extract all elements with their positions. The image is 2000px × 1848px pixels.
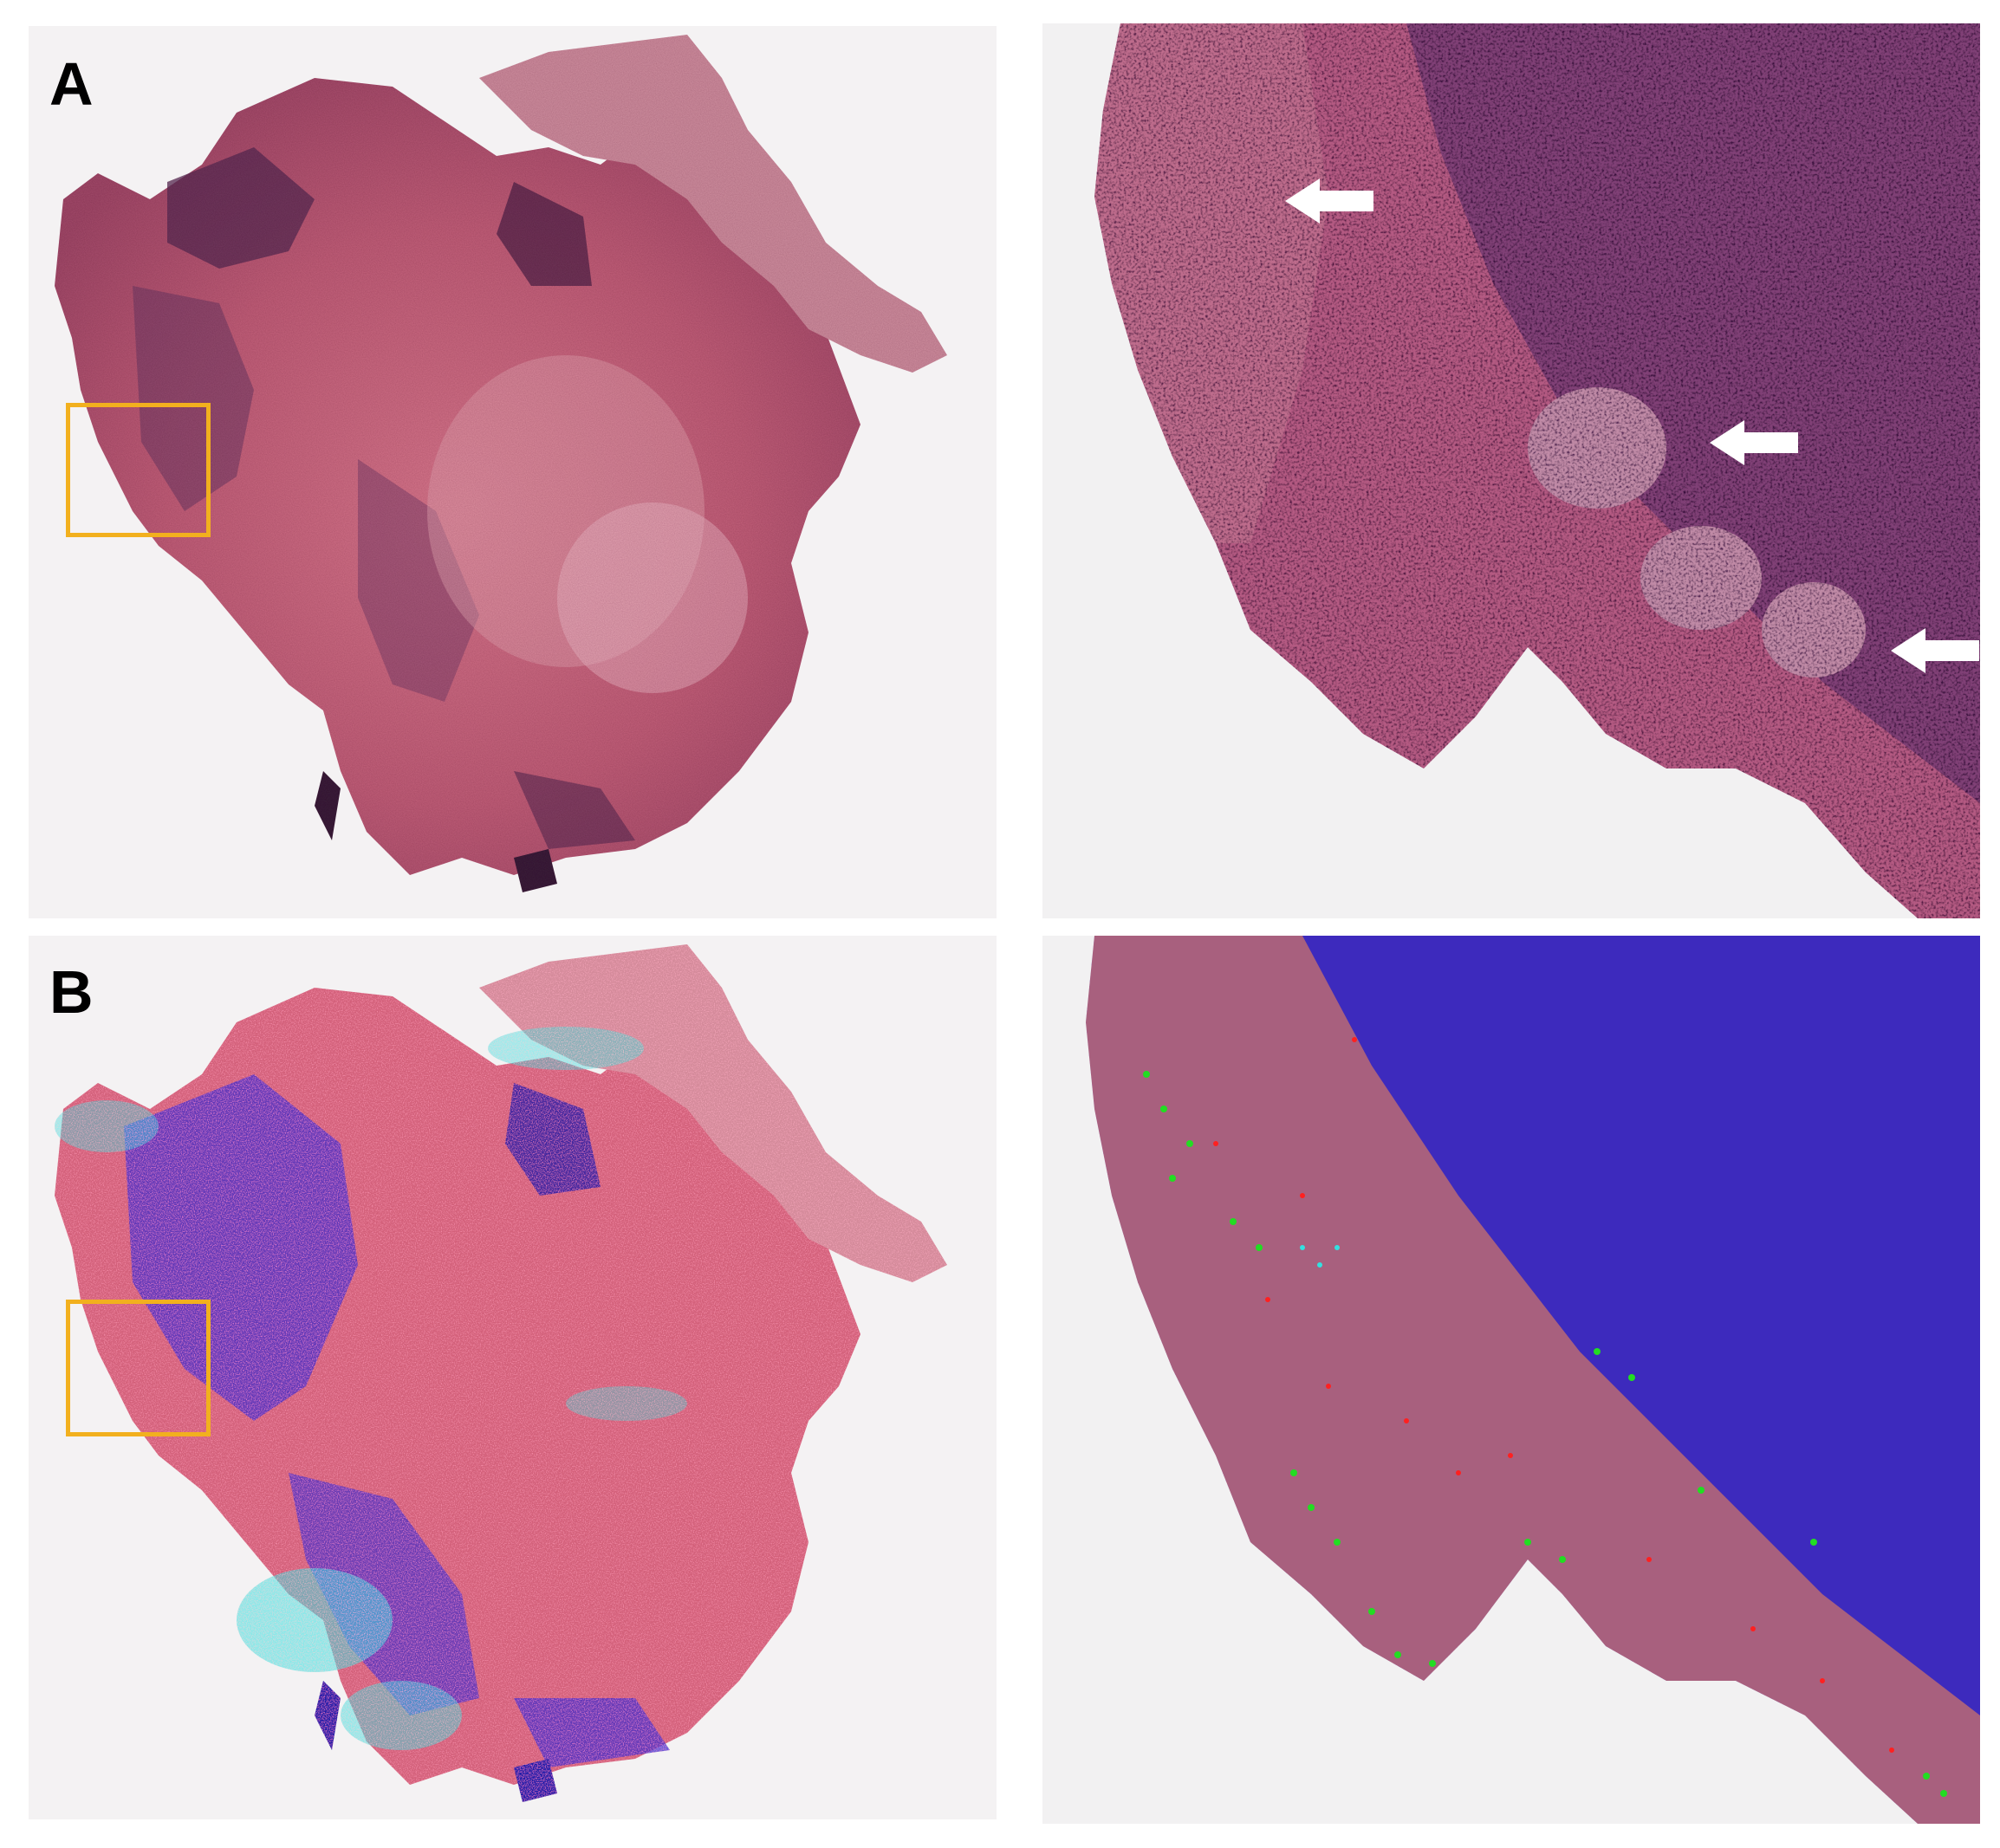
panel-label-b: B (49, 958, 94, 1026)
left-arrow-icon (1891, 628, 1979, 673)
cyan-marker-cluster (1300, 1245, 1340, 1268)
tissue-magnified-he (1042, 23, 1980, 918)
region-of-interest-box-a (66, 403, 211, 537)
panel-a-overview-image (29, 26, 997, 918)
region-of-interest-box-b (66, 1300, 211, 1436)
tissue-overview-overlay (29, 936, 997, 1819)
tissue-overview-he (29, 26, 997, 918)
red-marker-cluster (1213, 1037, 1894, 1753)
panel-b-magnified-image (1042, 936, 1980, 1824)
green-marker-cluster (1143, 1071, 1947, 1797)
panel-a-magnified-image (1042, 23, 1980, 918)
tissue-magnified-overlay (1042, 936, 1980, 1824)
panel-b-overview-image (29, 936, 997, 1819)
left-arrow-icon (1710, 420, 1798, 465)
left-arrow-icon (1285, 178, 1373, 224)
panel-label-a: A (49, 50, 94, 118)
